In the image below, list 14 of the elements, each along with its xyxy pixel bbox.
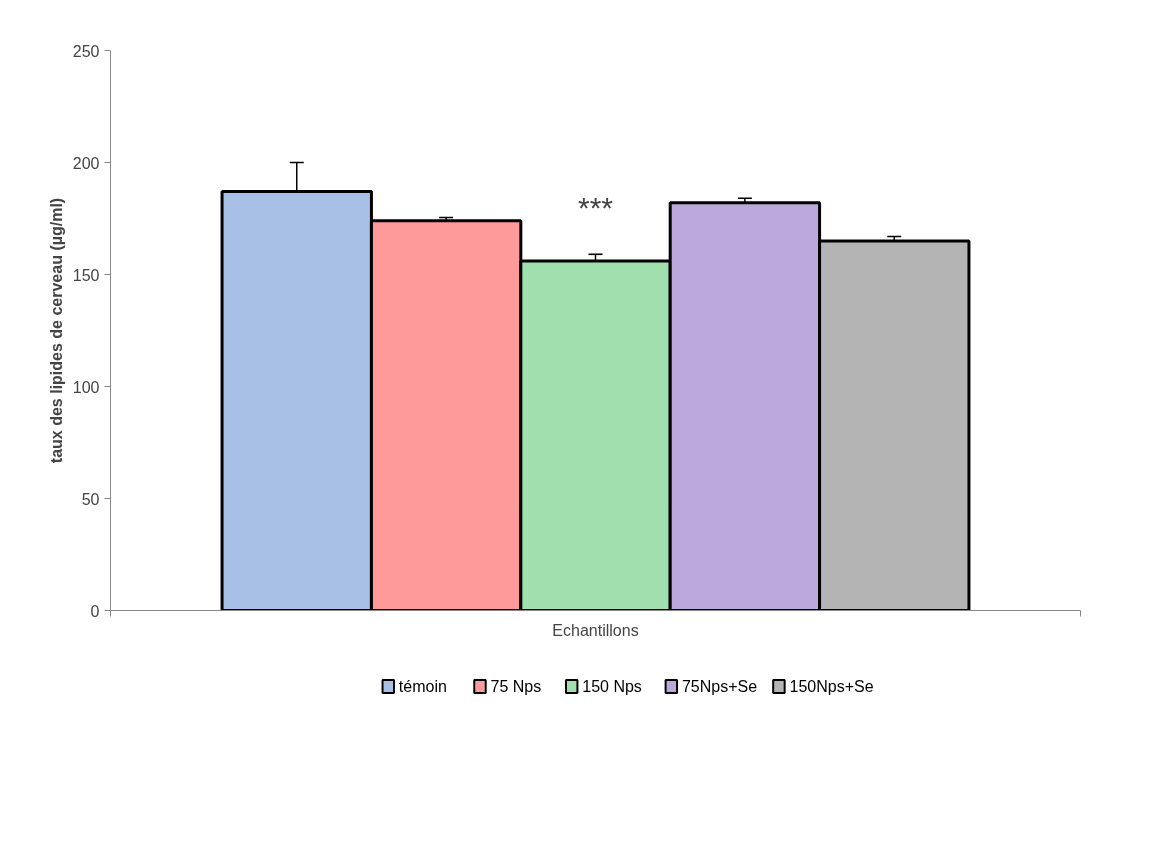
annotation: *** [577, 191, 614, 225]
legend-label: 150 Nps [582, 678, 642, 695]
y-tick-label: 200 [72, 154, 100, 172]
y-tick-label: 100 [72, 378, 100, 396]
legend-label: 75Nps+Se [681, 678, 758, 695]
legend-label: témoin [398, 678, 447, 695]
y-tick-label: 50 [81, 490, 100, 508]
legend-label: 150Nps+Se [789, 678, 874, 695]
y-tick-label: 0 [90, 602, 100, 620]
y-tick-label: 250 [72, 42, 100, 60]
y-tick-label: 150 [72, 266, 100, 284]
x-axis-title: Echantillons [552, 621, 639, 639]
y-axis-title: taux des lipides de cerveau (µg/ml) [47, 197, 65, 464]
legend-label: 75 Nps [490, 678, 542, 695]
